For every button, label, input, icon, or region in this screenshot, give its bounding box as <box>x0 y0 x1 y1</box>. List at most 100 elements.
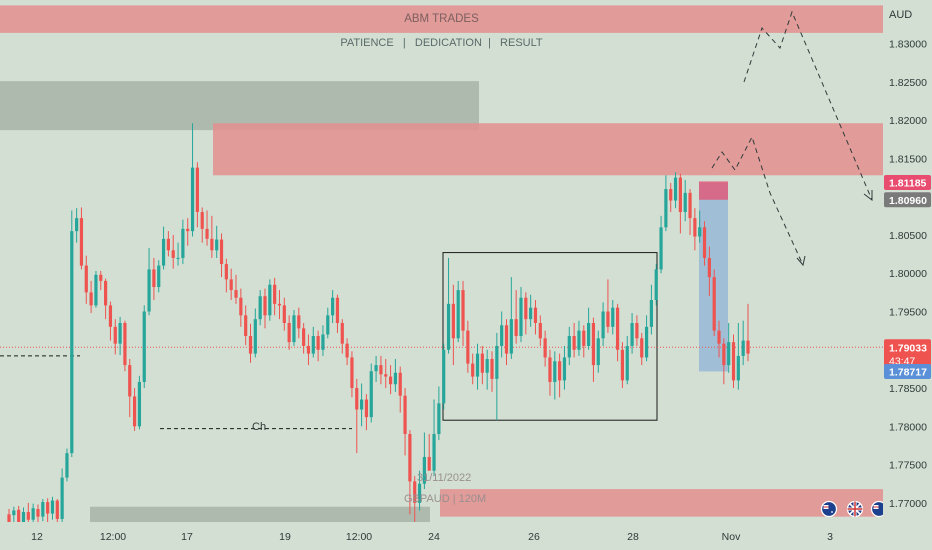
candle-body <box>60 477 64 519</box>
projection-path-2 <box>743 10 873 201</box>
candle-body <box>142 311 146 382</box>
candle <box>422 432 426 490</box>
candle <box>65 448 69 482</box>
candle-body <box>229 279 233 291</box>
candle-body <box>364 399 369 418</box>
candle-body <box>161 238 166 266</box>
candle <box>490 351 494 392</box>
watermark-date: 31/11/2022 <box>417 472 472 484</box>
candle-body <box>75 218 79 232</box>
candle-body <box>345 343 349 358</box>
candle-body <box>359 399 364 410</box>
candle-body <box>311 336 315 354</box>
price-axis-svg[interactable]: AUD 1.830001.825001.820001.815001.810001… <box>883 0 932 522</box>
candle-body <box>388 376 393 385</box>
candle <box>500 311 504 358</box>
candle <box>417 470 422 511</box>
time-axis[interactable]: 12 12:00 17 19 12:00 24 26 28 Nov 3 <box>0 522 883 550</box>
candle-body <box>519 297 523 337</box>
candle <box>591 317 596 382</box>
candle-body <box>446 303 451 350</box>
candle <box>437 386 441 441</box>
candle <box>287 315 291 350</box>
candle <box>166 231 170 257</box>
australia-flag-icon-2[interactable] <box>870 500 888 518</box>
candle <box>17 505 21 530</box>
candle <box>727 322 731 373</box>
candle <box>606 279 610 333</box>
trade-risk-zone <box>699 181 728 200</box>
candle-body <box>219 239 224 265</box>
candle-body <box>244 315 248 337</box>
candle <box>722 338 726 385</box>
candle <box>562 345 567 390</box>
price-tick: 1.83000 <box>889 39 927 51</box>
candle-body <box>480 353 484 373</box>
candle <box>7 508 11 528</box>
candle-body <box>408 433 412 482</box>
candle <box>524 292 528 335</box>
candle-body <box>558 361 562 381</box>
stop-price-label-bg <box>884 192 931 208</box>
price-chart[interactable]: Ch <box>0 0 888 534</box>
candle-body <box>302 328 306 346</box>
candle-body <box>398 372 402 396</box>
candle <box>46 498 50 523</box>
candle <box>248 323 253 363</box>
candle-body <box>195 167 199 213</box>
candle <box>398 366 402 413</box>
candle <box>664 175 668 232</box>
price-axis[interactable]: AUD 1.830001.825001.820001.815001.810001… <box>883 0 932 522</box>
candle <box>176 242 180 266</box>
candle-body <box>263 296 267 316</box>
candle-body <box>118 322 122 344</box>
candle <box>108 301 113 341</box>
candle <box>673 172 678 209</box>
candle-body <box>190 167 195 232</box>
candle-body <box>128 365 132 397</box>
candle <box>702 221 707 266</box>
candle-body <box>669 189 673 201</box>
flag-icons <box>820 500 888 518</box>
price-tick: 1.80000 <box>889 268 927 280</box>
time-ticks: 12 12:00 17 19 12:00 24 26 28 Nov 3 <box>31 531 833 543</box>
candle-body <box>442 349 446 404</box>
candle-body <box>152 269 156 288</box>
candle-body <box>625 345 629 381</box>
entry-price-label-bg <box>884 175 931 191</box>
time-axis-svg[interactable]: 12 12:00 17 19 12:00 24 26 28 Nov 3 <box>0 522 883 550</box>
candle <box>393 358 398 392</box>
candle-body <box>413 481 417 503</box>
candle <box>89 280 93 314</box>
uk-flag-icon[interactable] <box>846 500 864 518</box>
candle <box>157 260 161 293</box>
candle <box>79 207 84 270</box>
consolidation-box <box>442 252 658 421</box>
price-tick: 1.77000 <box>889 498 927 510</box>
candle <box>427 433 431 471</box>
candle-body <box>548 357 552 382</box>
plot-area[interactable]: Ch <box>0 0 888 534</box>
candle-body <box>123 322 127 366</box>
candle <box>456 280 460 343</box>
zone-range-1 <box>0 81 479 131</box>
candle <box>345 338 349 366</box>
candle <box>446 257 451 354</box>
candle <box>359 383 364 427</box>
australia-flag-icon[interactable] <box>820 500 838 518</box>
time-tick: 28 <box>627 531 639 543</box>
candle <box>384 358 388 389</box>
candle <box>615 303 620 362</box>
time-tick: 12:00 <box>100 531 126 543</box>
candle-body <box>538 322 542 339</box>
candle-body <box>698 227 702 237</box>
candle <box>215 225 219 258</box>
candle-body <box>577 330 581 350</box>
candle-body <box>84 265 88 293</box>
candle <box>268 279 272 321</box>
candle-body <box>461 290 465 331</box>
candle <box>195 162 199 228</box>
candle <box>350 351 354 398</box>
candle-body <box>137 381 142 427</box>
candle <box>572 322 576 358</box>
